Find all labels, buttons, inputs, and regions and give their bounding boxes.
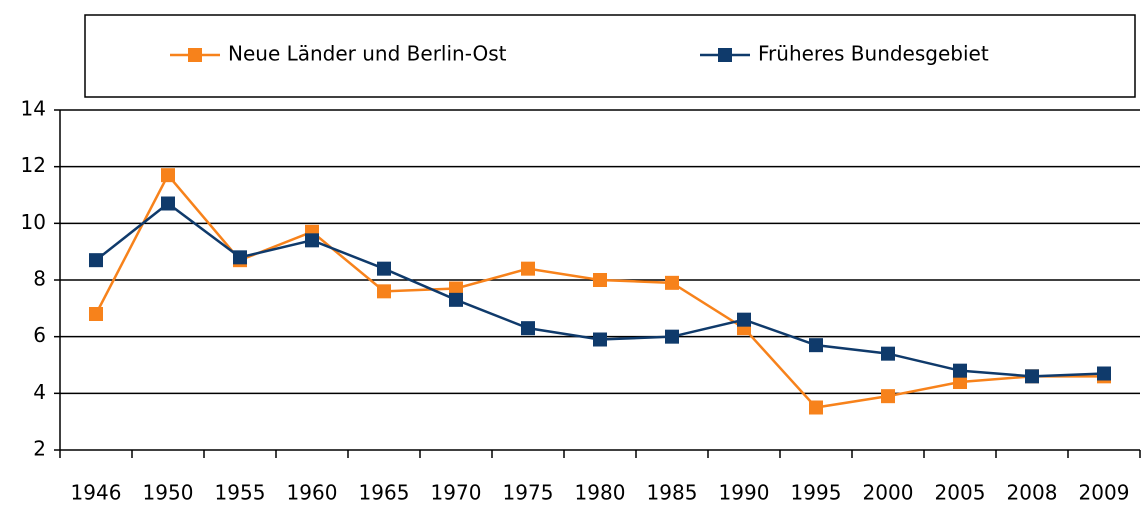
y-tick-label: 2 [33, 437, 46, 461]
x-tick-label: 1950 [143, 481, 194, 505]
point [1097, 366, 1111, 381]
point [737, 312, 751, 327]
y-tick-label: 6 [33, 323, 46, 347]
legend-marker [718, 48, 732, 62]
point [161, 196, 175, 211]
y-tick-label: 12 [21, 153, 46, 177]
x-tick-label: 1946 [71, 481, 122, 505]
point [377, 261, 391, 276]
x-tick-label: 1970 [431, 481, 482, 505]
x-tick-label: 1990 [719, 481, 770, 505]
point [449, 281, 463, 296]
x-tick-label: 1960 [287, 481, 338, 505]
x-tick-label: 1955 [215, 481, 266, 505]
point [665, 329, 679, 344]
point [521, 261, 535, 276]
legend-label: Früheres Bundesgebiet [758, 42, 989, 66]
x-tick-label: 1975 [503, 481, 554, 505]
x-tick-label: 1995 [791, 481, 842, 505]
series-line [94, 172, 1104, 409]
point [593, 332, 607, 347]
point [377, 284, 391, 299]
point [881, 346, 895, 361]
legend-box [84, 14, 1136, 98]
point [809, 338, 823, 353]
point [89, 307, 103, 321]
y-tick-label: 10 [21, 210, 46, 234]
x-tick-label: 1985 [647, 481, 698, 505]
point [881, 389, 895, 404]
x-tick-label: 1965 [359, 481, 410, 505]
x-tick-label: 1980 [575, 481, 626, 505]
point [953, 375, 967, 389]
point [233, 250, 247, 265]
y-tick-label: 14 [21, 97, 46, 121]
x-tick-label: 2005 [935, 481, 986, 505]
point [953, 363, 967, 378]
point [665, 275, 679, 290]
legend-marker [188, 48, 202, 62]
legend-label: Neue Länder und Berlin-Ost [228, 42, 507, 66]
y-tick-label: 4 [33, 380, 46, 404]
point [521, 321, 535, 336]
x-tick-label: 2000 [863, 481, 914, 505]
point [305, 233, 319, 248]
point [593, 273, 607, 287]
x-tick-label: 2009 [1079, 481, 1130, 505]
point [449, 292, 463, 307]
point [809, 400, 823, 415]
point [1025, 369, 1039, 384]
point [161, 168, 175, 183]
point [89, 253, 103, 268]
y-tick-label: 8 [33, 267, 46, 291]
x-tick-label: 2008 [1007, 481, 1058, 505]
series-line [95, 201, 1105, 378]
